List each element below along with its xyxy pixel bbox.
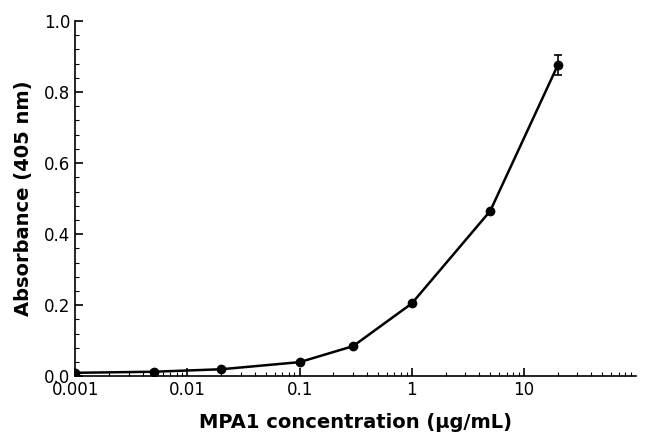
X-axis label: MPA1 concentration (μg/mL): MPA1 concentration (μg/mL) <box>199 413 512 432</box>
Y-axis label: Absorbance (405 nm): Absorbance (405 nm) <box>14 81 33 316</box>
